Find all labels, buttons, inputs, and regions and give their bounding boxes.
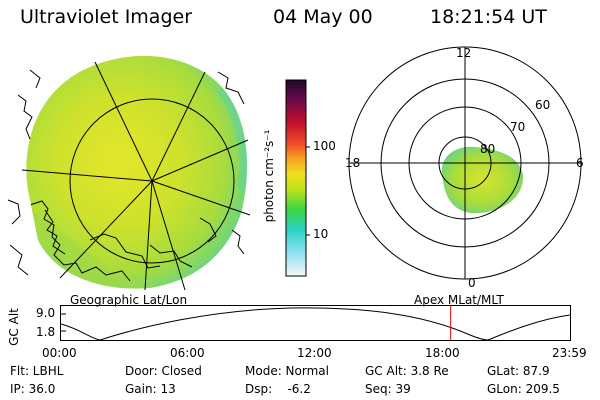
observation-date: 04 May 00 [273,6,373,28]
auroral-image-disk [26,55,247,289]
coastline-outside [7,69,245,276]
polar-mlt-plot [348,46,582,280]
observation-time: 18:21:54 UT [430,6,547,28]
colorbar [285,79,310,277]
mode-status: Mode: Normal [245,364,329,378]
colorbar-unit-label: photon cm⁻²s⁻¹ [262,129,276,223]
timeline-frame [60,305,571,341]
gc-alt-axis-title: GC Alt [6,308,21,346]
seq-value: Seq: 39 [365,382,411,396]
door-status: Door: Closed [125,364,202,378]
glat-value: GLat: 87.9 [487,364,550,378]
mlat-label-70: 70 [510,120,526,134]
geographic-image-panel [7,55,251,291]
dsp-value: Dsp: -6.2 [245,382,311,396]
altitude-curve [60,307,571,341]
y-tick-1-8: 1.8 [36,325,56,339]
instrument-title: Ultraviolet Imager [20,6,193,28]
y-tick-9: 9.0 [36,306,56,320]
x-tick-12-00: 12:00 [297,346,332,360]
x-tick-00-00: 00:00 [42,346,77,360]
x-tick-06-00: 06:00 [170,346,205,360]
mlt-label-18: 18 [345,156,361,170]
geographic-label: Geographic Lat/Lon [70,293,188,307]
lat-lon-grid [21,61,251,291]
gc-alt-value: GC Alt: 3.8 Re [365,364,449,378]
x-tick-23-59: 23:59 [552,346,587,360]
polar-aurora-image [441,146,524,214]
mlat-label-60: 60 [535,98,551,112]
mlt-label-12: 12 [456,46,472,60]
colorbar-tick-10: 10 [313,227,329,241]
mlat-label-80: 80 [480,142,496,156]
polar-grid [348,46,582,280]
glon-value: GLon: 209.5 [487,382,560,396]
mlt-label-6: 6 [576,156,584,170]
gain-value: Gain: 13 [125,382,176,396]
altitude-timeline-plot [60,305,571,341]
x-tick-18-00: 18:00 [425,346,460,360]
ip-value: IP: 36.0 [10,382,56,396]
mlt-label-0: 0 [468,276,476,290]
apex-label: Apex MLat/MLT [414,293,504,307]
filter-value: Flt: LBHL [10,364,64,378]
colorbar-tick-100: 100 [313,139,336,153]
colorbar-gradient [285,79,307,277]
coastline-overlay [29,200,217,282]
